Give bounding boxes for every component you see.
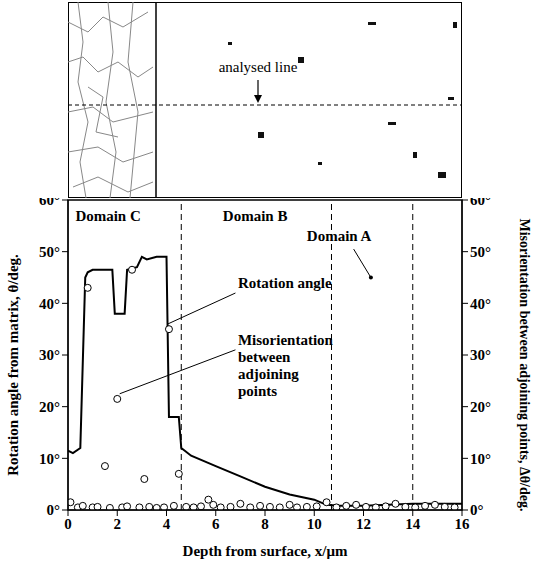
svg-text:Misorientation between adjoini: Misorientation between adjoining points,…	[517, 219, 532, 512]
svg-text:Rotation angle: Rotation angle	[238, 275, 332, 291]
svg-text:Domain B: Domain B	[223, 208, 288, 224]
svg-text:40°: 40°	[470, 296, 491, 312]
svg-text:20°: 20°	[39, 399, 60, 415]
svg-text:Rotation angle from matrix, θ/: Rotation angle from matrix, θ/deg.	[5, 254, 21, 476]
svg-text:60°: 60°	[470, 198, 491, 208]
svg-text:30°: 30°	[39, 347, 60, 363]
svg-text:6: 6	[212, 516, 220, 532]
svg-text:10: 10	[307, 516, 322, 532]
svg-text:between: between	[238, 349, 291, 365]
svg-text:60°: 60°	[39, 198, 60, 208]
svg-text:30°: 30°	[470, 347, 491, 363]
svg-text:40°: 40°	[39, 296, 60, 312]
svg-text:Domain A: Domain A	[307, 228, 372, 244]
svg-text:0: 0	[64, 516, 72, 532]
svg-text:adjoining: adjoining	[238, 366, 299, 382]
svg-text:10°: 10°	[470, 451, 491, 467]
svg-text:Misorientation: Misorientation	[238, 332, 334, 348]
svg-text:10°: 10°	[39, 451, 60, 467]
svg-text:16: 16	[455, 516, 471, 532]
svg-text:50°: 50°	[39, 244, 60, 260]
svg-text:4: 4	[163, 516, 171, 532]
svg-text:20°: 20°	[470, 399, 491, 415]
svg-text:Domain C: Domain C	[75, 208, 140, 224]
svg-text:points: points	[238, 383, 277, 399]
svg-text:0°: 0°	[47, 502, 61, 518]
svg-text:2: 2	[114, 516, 122, 532]
svg-text:14: 14	[405, 516, 421, 532]
svg-text:8: 8	[261, 516, 269, 532]
svg-text:12: 12	[356, 516, 371, 532]
svg-text:50°: 50°	[470, 244, 491, 260]
svg-text:analysed line: analysed line	[219, 59, 298, 75]
svg-text:Depth from surface, x/μm: Depth from surface, x/μm	[183, 543, 348, 559]
svg-text:0°: 0°	[470, 502, 484, 518]
